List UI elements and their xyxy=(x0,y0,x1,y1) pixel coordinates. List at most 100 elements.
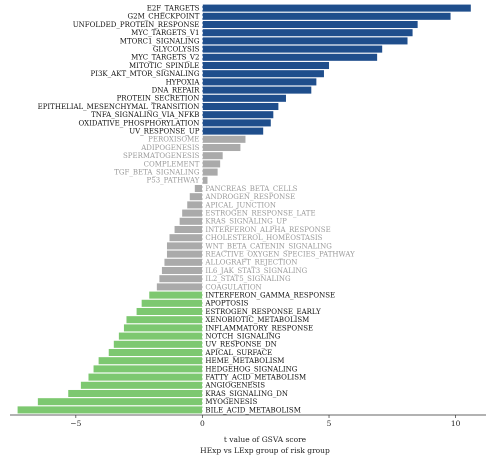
bar-dna-repair xyxy=(202,86,312,94)
bar-bile-acid-metabolism xyxy=(17,406,203,414)
bar-angiogenesis xyxy=(80,381,203,389)
label-estrogen-response-early: ESTROGEN_RESPONSE_EARLY xyxy=(205,308,321,316)
bar-uv-response-dn xyxy=(113,340,203,348)
bar-oxidative-phosphorylation xyxy=(202,119,271,127)
label-il6-jak-stat3-signaling: IL6_JAK_STAT3_SIGNALING xyxy=(205,267,307,275)
label-il2-stat5-signaling: IL2_STAT5_SIGNALING xyxy=(205,275,291,283)
bar-unfolded-protein-response xyxy=(202,20,418,29)
bar-il6-jak-stat3-signaling xyxy=(161,266,203,275)
bar-apical-junction xyxy=(187,201,203,209)
label-allograft-rejection: ALLOGRAFT_REJECTION xyxy=(204,259,297,267)
label-tnfa-signaling-via-nfkb: TNFA_SIGNALING_VIA_NFKB xyxy=(91,111,199,119)
label-estrogen-response-late: ESTROGEN_RESPONSE_LATE xyxy=(205,210,315,218)
label-coagulation: COAGULATION xyxy=(205,283,261,291)
bar-spermatogenesis xyxy=(202,152,223,160)
bar-myc-targets-v1 xyxy=(202,29,413,37)
bar-estrogen-response-late xyxy=(182,209,203,217)
x-tick-label: 0 xyxy=(200,419,205,428)
label-p53-pathway: P53_PATHWAY xyxy=(147,177,200,185)
bar-pi3k-akt-mtor-signaling xyxy=(202,70,324,78)
label-xenobiotic-metabolism: XENOBIOTIC_METABOLISM xyxy=(205,316,309,324)
bar-kras-signaling-up xyxy=(179,217,203,225)
label-hedgehog-signaling: HEDGEHOG_SIGNALING xyxy=(205,365,297,373)
bar-adipogenesis xyxy=(202,143,241,152)
bar-interferon-gamma-response xyxy=(149,291,203,299)
label-epithelial-mesenchymal-transition: EPITHELIAL_MESENCHYMAL_TRANSITION xyxy=(38,103,200,111)
bar-cholesterol-homeostasis xyxy=(169,234,203,242)
bar-complement xyxy=(202,160,221,168)
label-hypoxia: HYPOXIA xyxy=(166,78,201,86)
label-interferon-gamma-response: INTERFERON_GAMMA_RESPONSE xyxy=(205,292,335,300)
label-bile-acid-metabolism: BILE_ACID_METABOLISM xyxy=(205,406,300,414)
label-tgf-beta-signaling: TGF_BETA_SIGNALING xyxy=(114,169,200,177)
x-axis-title: t value of GSVA score xyxy=(224,435,307,444)
label-fatty-acid-metabolism: FATTY_ACID_METABOLISM xyxy=(205,374,306,382)
label-heme-metabolism: HEME_METABOLISM xyxy=(205,357,284,365)
bars-group xyxy=(17,4,471,414)
bar-myc-targets-v2 xyxy=(202,53,378,61)
label-kras-signaling-dn: KRAS_SIGNALING_DN xyxy=(205,390,288,398)
bar-interferon-alpha-response xyxy=(174,225,203,234)
label-myc-targets-v2: MYC_TARGETS_V2 xyxy=(131,54,199,62)
bar-estrogen-response-early xyxy=(136,307,203,316)
bar-epithelial-mesenchymal-transition xyxy=(202,102,279,111)
label-mitotic-spindle: MITOTIC_SPINDLE xyxy=(129,62,199,70)
label-apoptosis: APOPTOSIS xyxy=(204,300,248,308)
bar-tgf-beta-signaling xyxy=(202,168,218,176)
label-notch-signaling: NOTCH_SIGNALING xyxy=(205,333,280,341)
bar-myogenesis xyxy=(37,398,203,406)
bar-inflammatory-response xyxy=(123,324,203,332)
label-cholesterol-homeostasis: CHOLESTEROL_HOMEOSTASIS xyxy=(205,234,322,242)
bar-wnt-beta-catenin-signaling xyxy=(166,242,203,250)
bar-allograft-rejection xyxy=(164,258,203,266)
label-uv-response-dn: UV_RESPONSE_DN xyxy=(205,341,276,349)
bar-pancreas-beta-cells xyxy=(194,184,203,193)
label-glycolysis: GLYCOLYSIS xyxy=(153,46,200,54)
bar-glycolysis xyxy=(202,45,383,53)
bar-protein-secretion xyxy=(202,94,286,102)
bar-tnfa-signaling-via-nfkb xyxy=(202,111,274,119)
label-reactive-oxygen-species-pathway: REACTIVE_OXYGEN_SPECIES_PATHWAY xyxy=(205,251,355,259)
label-apical-junction: APICAL_JUNCTION xyxy=(204,201,276,209)
bar-il2-stat5-signaling xyxy=(159,275,203,283)
label-complement: COMPLEMENT xyxy=(144,160,200,168)
label-pancreas-beta-cells: PANCREAS_BETA_CELLS xyxy=(205,185,297,193)
bar-heme-metabolism xyxy=(98,357,203,365)
x-tick-label: −5 xyxy=(70,419,81,428)
x-tick-label: 5 xyxy=(327,419,332,428)
label-androgen-response: ANDROGEN_RESPONSE xyxy=(204,193,295,201)
label-kras-signaling-up: KRAS_SIGNALING_UP xyxy=(205,218,287,226)
bar-hypoxia xyxy=(202,78,317,86)
bar-apical-surface xyxy=(108,348,203,357)
bar-hedgehog-signaling xyxy=(93,365,203,373)
label-adipogenesis: ADIPOGENESIS xyxy=(140,144,199,152)
label-protein-secretion: PROTEIN_SECRETION xyxy=(117,95,200,103)
bar-kras-signaling-dn xyxy=(68,389,203,398)
bar-apoptosis xyxy=(141,299,203,307)
bar-reactive-oxygen-species-pathway xyxy=(166,250,203,258)
bar-mitotic-spindle xyxy=(202,61,330,70)
x-tick-label: 10 xyxy=(451,419,461,428)
bar-xenobiotic-metabolism xyxy=(126,316,203,324)
labels-group: E2F_TARGETSG2M_CHECKPOINTUNFOLDED_PROTEI… xyxy=(38,5,356,415)
label-mtorc1-signaling: MTORC1_SIGNALING xyxy=(120,37,200,45)
label-e2f-targets: E2F_TARGETS xyxy=(147,5,200,13)
label-apical-surface: APICAL_SURFACE xyxy=(204,349,272,357)
label-peroxisome: PEROXISOME xyxy=(148,136,199,144)
label-myc-targets-v1: MYC_TARGETS_V1 xyxy=(131,29,199,37)
bar-notch-signaling xyxy=(118,332,203,340)
label-myogenesis: MYOGENESIS xyxy=(205,398,257,406)
bar-uv-response-up xyxy=(202,127,264,135)
label-oxidative-phosphorylation: OXIDATIVE_PHOSPHORYLATION xyxy=(78,119,199,127)
x-ticks-group: −5 0 5 10 xyxy=(70,415,461,428)
label-inflammatory-response: INFLAMMATORY_RESPONSE xyxy=(205,324,313,332)
bar-e2f-targets xyxy=(202,4,471,12)
bar-g2m-checkpoint xyxy=(202,12,451,20)
label-dna-repair: DNA_REPAIR xyxy=(152,87,201,95)
label-pi3k-akt-mtor-signaling: PI3K_AKT_MTOR_SIGNALING xyxy=(91,70,200,78)
label-wnt-beta-catenin-signaling: WNT_BETA_CATENIN_SIGNALING xyxy=(205,242,332,250)
bar-fatty-acid-metabolism xyxy=(88,373,203,381)
bar-peroxisome xyxy=(202,135,246,143)
label-interferon-alpha-response: INTERFERON_ALPHA_RESPONSE xyxy=(205,226,330,234)
